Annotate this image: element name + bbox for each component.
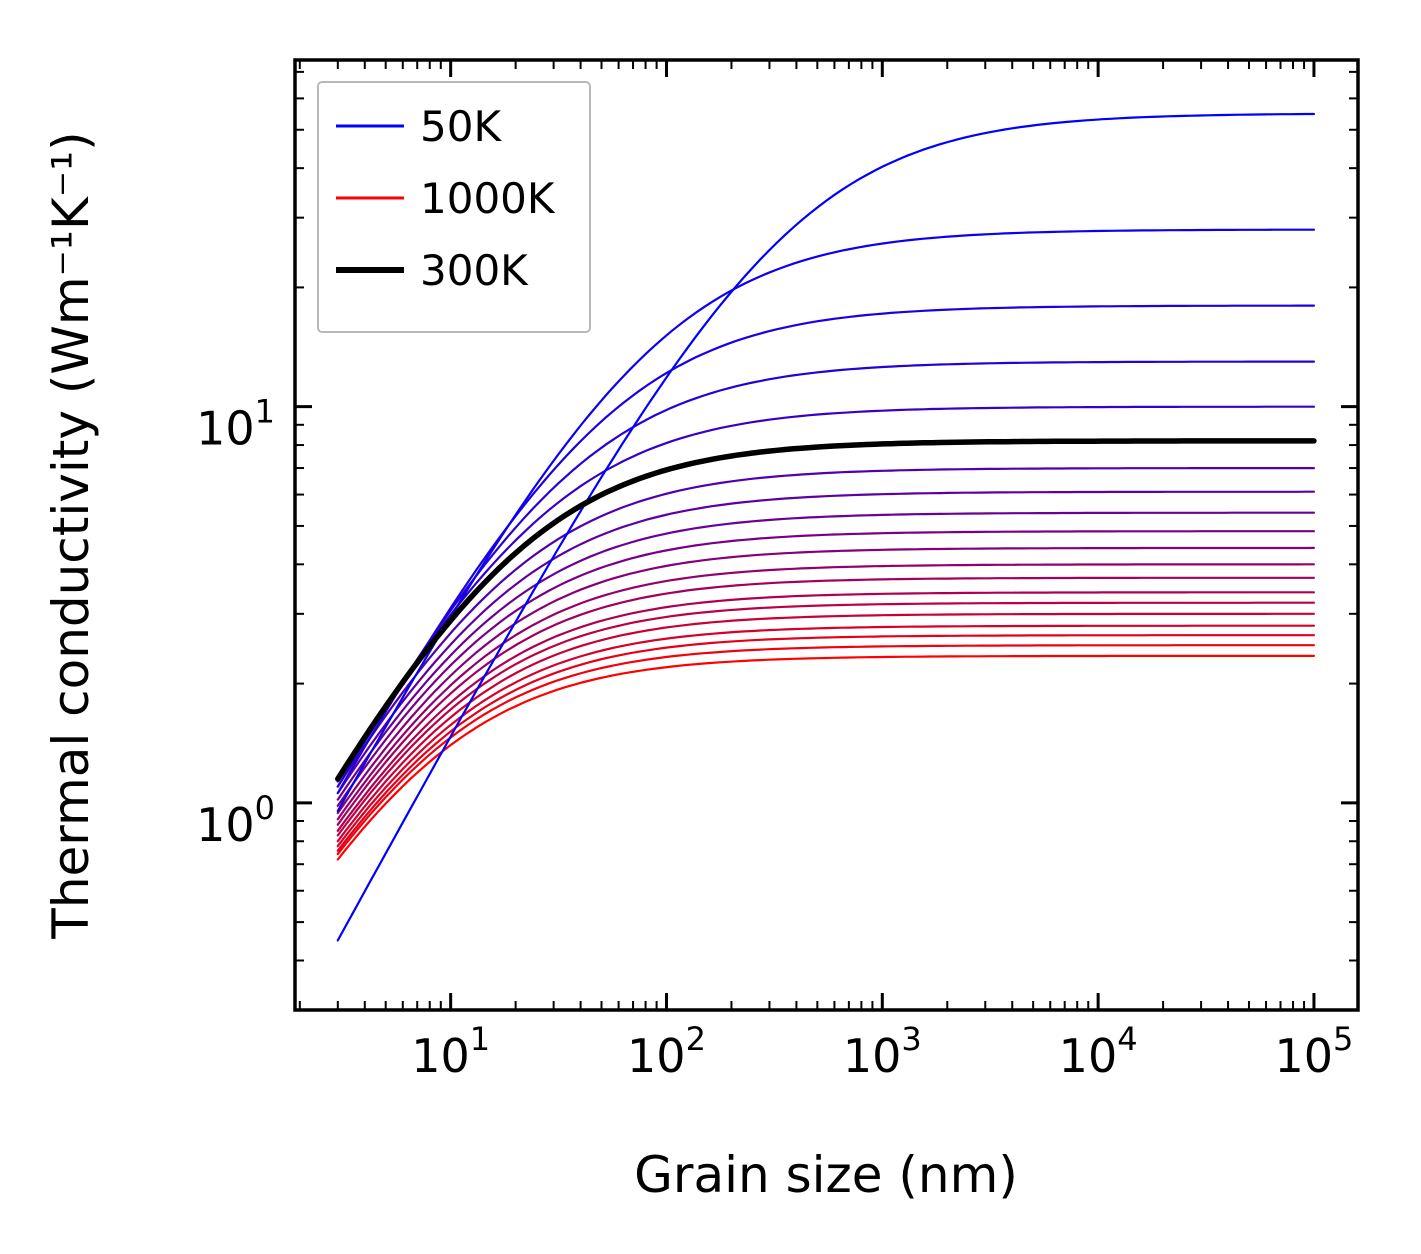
curve-800K [336, 612, 1315, 843]
curve-350K [336, 467, 1315, 788]
legend: 50K 1000K 300K [317, 81, 591, 333]
curve-500K [336, 530, 1315, 807]
y-tick-label: 101 [196, 393, 275, 456]
x-axis-label: Grain size (nm) [634, 1146, 1018, 1204]
curve-100K [336, 228, 1315, 812]
axes-frame-layer [293, 58, 1360, 1012]
legend-label-1000K: 1000K [420, 174, 556, 223]
plot-frame [293, 58, 1360, 1012]
y-tick-label: 100 [196, 789, 275, 852]
x-tick-label: 102 [627, 1020, 706, 1083]
curve-150K [336, 304, 1315, 795]
legend-label-50K: 50K [420, 102, 502, 151]
curve-400K [336, 490, 1315, 795]
x-tick-label: 104 [1059, 1020, 1138, 1083]
curve-450K [336, 511, 1315, 801]
curve-850K [336, 624, 1315, 848]
curve-300K [335, 438, 1317, 782]
curve-650K [336, 576, 1315, 826]
ticks-layer [295, 60, 1358, 1010]
curve-1000K [336, 654, 1315, 861]
curve-550K [336, 546, 1315, 815]
curve-750K [336, 601, 1315, 837]
curves-layer [335, 112, 1317, 942]
x-tick-label: 103 [843, 1020, 922, 1083]
legend-label-300K: 300K [420, 246, 529, 295]
x-tick-label: 101 [411, 1020, 490, 1083]
curve-700K [336, 591, 1315, 832]
y-axis-label: Thermal conductivity (Wm⁻¹K⁻¹) [42, 131, 100, 939]
curve-600K [336, 563, 1315, 821]
curve-250K [336, 405, 1315, 783]
x-tick-label: 105 [1274, 1020, 1353, 1083]
tick-labels-layer: 101 102 103 104 105 100 101 [196, 393, 1353, 1083]
curve-900K [336, 634, 1315, 852]
curve-950K [336, 644, 1315, 856]
curve-50K [336, 112, 1315, 942]
curve-200K [336, 360, 1315, 788]
